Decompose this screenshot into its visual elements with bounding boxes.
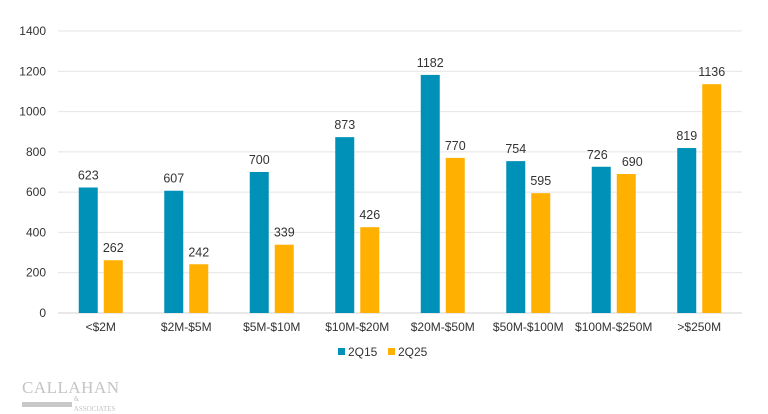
data-label: 1136: [698, 65, 725, 79]
y-tick-label: 200: [26, 266, 46, 280]
legend-label: 2Q25: [398, 345, 428, 359]
data-label: 242: [188, 245, 209, 259]
bar-2Q25: [274, 244, 294, 313]
y-tick-label: 0: [39, 306, 46, 320]
data-label: 607: [163, 172, 184, 186]
bar-2Q15: [506, 161, 526, 313]
data-label: 754: [505, 142, 526, 156]
y-tick-label: 800: [26, 145, 46, 159]
bar-2Q25: [445, 157, 465, 313]
bar-2Q25: [702, 84, 722, 313]
logo-bar: [22, 401, 72, 407]
callahan-logo: CALLAHAN & ASSOCIATES: [22, 378, 122, 413]
y-tick-label: 1000: [19, 105, 46, 119]
legend-swatch: [388, 348, 395, 355]
x-tick-label: $50M-$100M: [493, 320, 564, 334]
bar-2Q25: [616, 174, 636, 313]
x-tick-label: <$2M: [86, 320, 116, 334]
data-label: 726: [587, 148, 608, 162]
bar-2Q15: [677, 148, 697, 313]
data-label: 426: [359, 208, 380, 222]
data-label: 819: [676, 129, 697, 143]
y-tick-label: 400: [26, 225, 46, 239]
bar-2Q15: [164, 190, 184, 313]
x-tick-label: $2M-$5M: [161, 320, 212, 334]
data-label: 262: [103, 241, 124, 255]
data-label: 700: [249, 153, 270, 167]
bar-2Q25: [189, 264, 209, 313]
data-label: 1182: [417, 56, 444, 70]
data-label: 595: [530, 174, 551, 188]
x-tick-label: $20M-$50M: [411, 320, 475, 334]
x-tick-label: $100M-$250M: [575, 320, 652, 334]
x-tick-label: >$250M: [677, 320, 721, 334]
bar-2Q15: [335, 137, 355, 313]
bar-2Q15: [249, 172, 269, 313]
bar-2Q15: [78, 187, 98, 313]
bar-2Q15: [591, 166, 611, 313]
logo-name: CALLAHAN: [22, 378, 120, 397]
bar-2Q25: [360, 227, 380, 313]
legend-swatch: [338, 348, 345, 355]
data-label: 623: [78, 169, 99, 183]
x-tick-label: $5M-$10M: [243, 320, 300, 334]
data-label: 339: [274, 226, 295, 240]
bar-2Q25: [103, 260, 123, 313]
data-label: 873: [334, 118, 355, 132]
logo-sub: & ASSOCIATES: [73, 395, 116, 413]
y-tick-label: 1200: [19, 64, 46, 78]
data-label: 770: [445, 139, 466, 153]
x-tick-label: $10M-$20M: [325, 320, 389, 334]
bar-2Q25: [531, 193, 551, 313]
y-tick-label: 600: [26, 185, 46, 199]
data-label: 690: [622, 155, 643, 169]
legend-label: 2Q15: [348, 345, 378, 359]
y-tick-label: 1400: [19, 24, 46, 38]
bar-2Q15: [420, 74, 440, 313]
